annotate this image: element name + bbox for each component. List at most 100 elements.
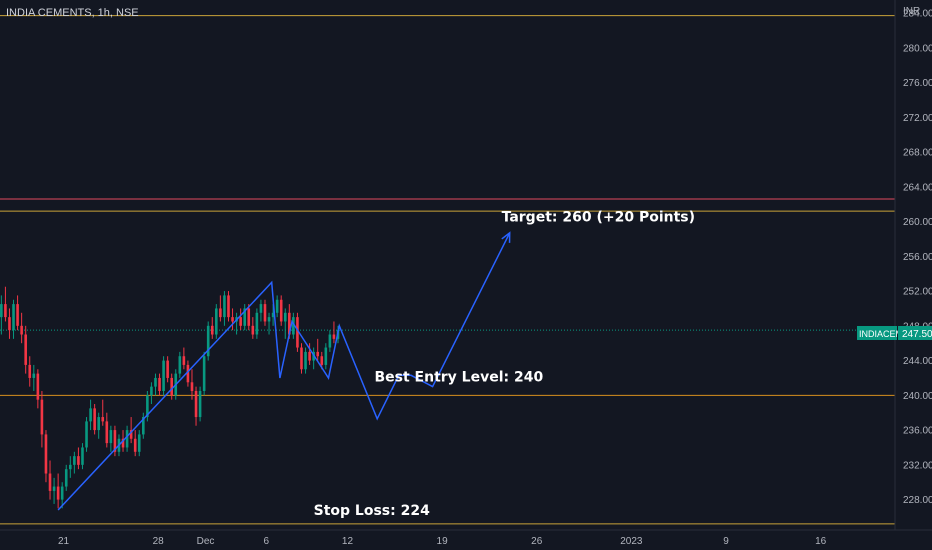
x-tick-label: 16	[815, 536, 827, 547]
candle-body	[16, 304, 19, 326]
candle	[28, 356, 32, 387]
candle	[300, 343, 303, 374]
y-tick-label: 236.00	[903, 426, 932, 437]
candle-body	[227, 295, 230, 318]
candle-body	[121, 438, 125, 448]
candle	[263, 299, 267, 326]
candle-body	[64, 469, 68, 487]
x-tick-label: Dec	[197, 536, 215, 547]
candle-body	[223, 295, 226, 318]
candle	[60, 482, 64, 509]
candle-body	[8, 317, 11, 331]
candles	[0, 286, 340, 509]
candle-body	[93, 408, 96, 431]
candle-body	[73, 456, 76, 465]
candle	[93, 404, 96, 435]
candle	[194, 386, 198, 426]
candle	[227, 291, 230, 322]
candle-body	[182, 356, 186, 365]
candle	[166, 356, 169, 383]
candle	[32, 364, 36, 391]
candle	[69, 456, 72, 478]
candle-body	[308, 351, 311, 361]
candle-body	[129, 430, 133, 439]
symbol-tag-bg	[857, 326, 897, 340]
y-tick-label: 232.00	[903, 460, 932, 471]
candle-body	[0, 304, 3, 318]
x-tick-label: 12	[342, 536, 354, 547]
price-tag-text: 247.50	[902, 329, 932, 340]
candle-body	[320, 356, 324, 365]
candle-body	[20, 325, 23, 335]
candle	[146, 390, 149, 422]
candle	[109, 425, 113, 452]
candle-body	[263, 304, 267, 322]
candle	[243, 304, 247, 331]
candle	[150, 382, 153, 405]
candle	[316, 338, 320, 361]
candle-body	[81, 447, 84, 465]
candle	[81, 443, 84, 470]
candle	[133, 430, 137, 457]
candle-body	[133, 438, 137, 452]
last-price-tag: INDIACEM 247.50	[857, 326, 932, 340]
candle-body	[231, 317, 234, 322]
candle	[186, 360, 190, 387]
y-tick-label: 260.00	[903, 217, 932, 228]
candle	[251, 317, 255, 339]
candle-body	[328, 334, 332, 348]
candle-body	[283, 312, 287, 322]
candle-body	[12, 304, 15, 331]
candle-body	[300, 347, 303, 370]
candle-body	[206, 325, 210, 357]
candle	[328, 330, 332, 352]
candle-body	[162, 360, 165, 391]
candle-body	[259, 304, 263, 313]
candle-body	[198, 390, 202, 418]
candle	[271, 304, 275, 326]
time-axis[interactable]: 21 28 Dec 6 12 19 26 2023 9 16	[58, 536, 827, 547]
candle-body	[24, 334, 27, 365]
currency-label: INR	[903, 6, 920, 17]
candle-body	[219, 308, 222, 318]
candle	[142, 412, 145, 439]
candle-body	[146, 395, 149, 418]
y-tick-label: 240.00	[903, 391, 932, 402]
candle	[206, 321, 210, 361]
candle-body	[190, 382, 194, 391]
candle	[158, 373, 161, 396]
candle	[154, 373, 157, 396]
candle-body	[48, 473, 52, 491]
y-tick-label: 244.00	[903, 356, 932, 367]
candle-body	[186, 364, 190, 383]
candle-body	[158, 377, 161, 391]
candle-body	[137, 434, 141, 452]
candle-body	[215, 308, 218, 335]
candle-body	[316, 351, 320, 357]
candle	[16, 295, 19, 331]
candle	[231, 308, 234, 331]
x-tick-label: 28	[153, 536, 165, 547]
candle	[97, 412, 100, 439]
candle	[198, 386, 202, 422]
candle	[48, 460, 52, 500]
candle-body	[324, 347, 328, 365]
candle	[178, 351, 182, 378]
x-tick-label: 6	[264, 536, 270, 547]
y-tick-label: 228.00	[903, 495, 932, 506]
candle-body	[56, 486, 60, 500]
candle	[105, 412, 109, 448]
x-tick-label: 21	[58, 536, 70, 547]
candle-body	[113, 430, 117, 452]
candle-body	[109, 430, 113, 444]
y-tick-label: 280.00	[903, 43, 932, 54]
candle	[247, 304, 251, 331]
x-tick-label: 19	[437, 536, 449, 547]
price-axis[interactable]: 284.00 280.00 276.00 272.00 268.00 264.00 260.…	[903, 9, 932, 507]
symbol-tag-text: INDIACEM	[859, 329, 903, 339]
candle	[40, 390, 44, 448]
candle	[20, 312, 23, 344]
candle	[202, 351, 206, 396]
candle	[56, 473, 60, 509]
